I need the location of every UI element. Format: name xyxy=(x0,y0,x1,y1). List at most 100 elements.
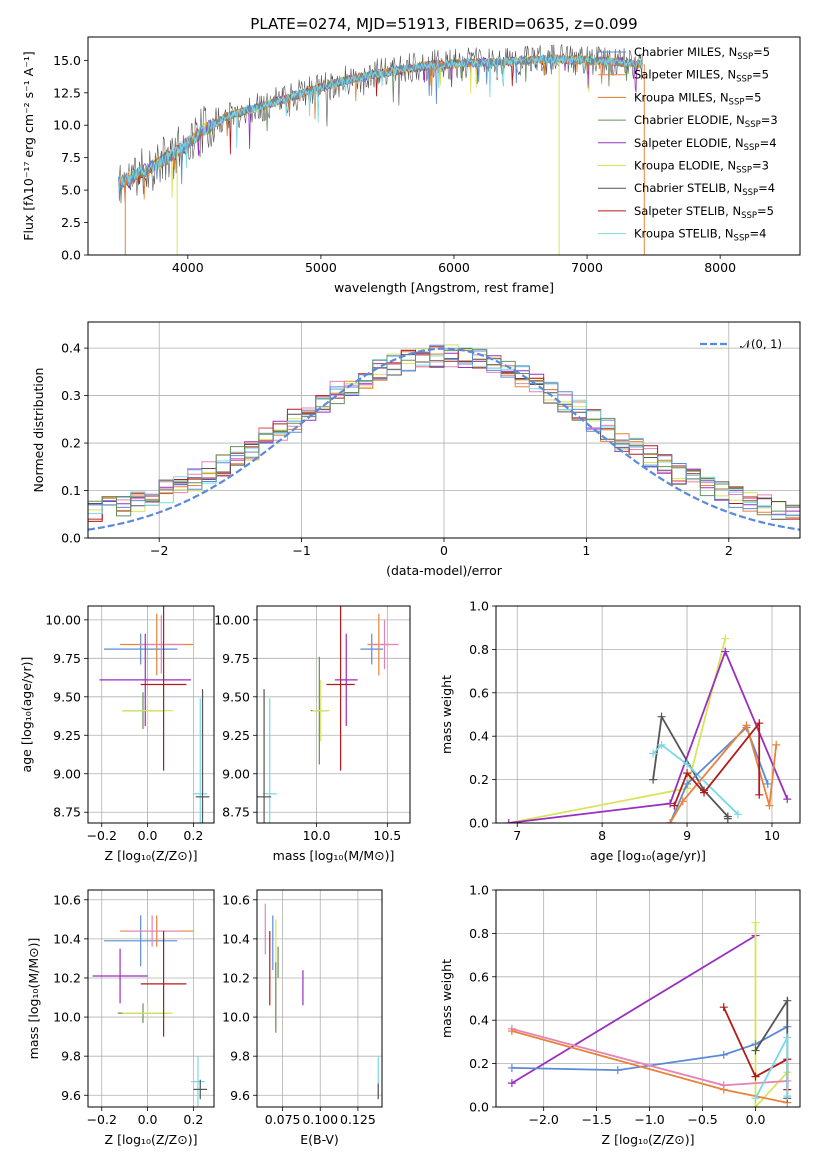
weight-line-chabrier-miles xyxy=(669,725,769,823)
y-tick-label: 0.4 xyxy=(469,729,489,744)
y-tick-label: 8.75 xyxy=(222,805,250,820)
weight-line-salpeter-elodie xyxy=(511,934,756,1084)
y-tick-label: 0.3 xyxy=(61,388,81,403)
axes-frame xyxy=(87,36,801,256)
legend-entry: Chabrier STELIB, NSSP=4 xyxy=(634,181,775,198)
axes-frame xyxy=(256,605,411,824)
weight-marker xyxy=(507,1079,516,1088)
weight-line-kroupa-elodie xyxy=(754,922,788,1107)
panel-mass-vs-ebv: 0.075 0.100 0.125 9.6 9.8 10.0 10.2 10.4 10.6 E(B… xyxy=(222,889,383,1147)
y-tick-label: 1.0 xyxy=(469,883,489,898)
y-tick-label: 10.0 xyxy=(222,1010,250,1025)
weight-marker xyxy=(751,1072,760,1081)
x-tick-label: 0 xyxy=(440,543,448,558)
legend-suffix: =4 xyxy=(749,227,766,241)
x-axis-label: wavelength [Angstrom, rest frame] xyxy=(334,280,554,295)
x-tick-label: 0.125 xyxy=(340,1112,376,1127)
y-axis-label: mass weight xyxy=(439,959,454,1038)
x-tick-label: 6000 xyxy=(438,260,470,275)
weight-marker xyxy=(765,801,774,810)
weight-marker xyxy=(751,1094,760,1103)
x-tick-label: 2 xyxy=(725,543,733,558)
x-tick-label: 0.0 xyxy=(138,1112,158,1127)
y-tick-label: 7.5 xyxy=(61,150,81,165)
weight-marker xyxy=(755,719,764,728)
x-tick-label: 5000 xyxy=(305,260,337,275)
x-tick-label: 0.100 xyxy=(302,1112,338,1127)
legend-label: Kroupa ELODIE, N xyxy=(634,159,736,173)
legend-suffix: =4 xyxy=(758,181,775,195)
legend-entry: Salpeter MILES, NSSP=5 xyxy=(634,68,769,85)
legend-entry: 𝒩(0, 1) xyxy=(740,337,782,351)
legend-label: Kroupa STELIB, N xyxy=(634,227,734,241)
x-tick-label: 0.0 xyxy=(138,828,158,843)
weight-marker xyxy=(683,769,692,778)
gaussian-curve xyxy=(88,347,800,531)
x-tick-label: 4000 xyxy=(172,260,204,275)
weight-marker xyxy=(649,749,658,758)
y-tick-label: 9.6 xyxy=(230,1088,250,1103)
x-tick-label: 10.0 xyxy=(303,828,331,843)
legend-suffix: =5 xyxy=(753,45,770,59)
weight-marker xyxy=(763,779,772,788)
weight-marker xyxy=(783,1092,792,1101)
legend-entry: Kroupa MILES, NSSP=5 xyxy=(634,90,761,107)
legend-suffix: =5 xyxy=(757,204,774,218)
weight-line-kroupa-elodie xyxy=(508,638,727,823)
x-axis-label: Z [log₁₀(Z/Z⊙)] xyxy=(602,1132,695,1147)
panel-weight-vs-age: 7 8 9 10 0.0 0.2 0.4 0.6 0.8 1.0 age [log₁₀(age/yr… xyxy=(439,599,801,863)
weight-marker xyxy=(657,712,666,721)
y-tick-label: 0.0 xyxy=(469,816,489,831)
panel-age-vs-mass: 10.0 10.5 8.75 9.00 9.25 9.50 9.75 10.00 mass [l… xyxy=(214,605,411,863)
weight-marker xyxy=(683,779,692,788)
legend-subscript: SSP xyxy=(736,75,752,85)
y-tick-label: 9.25 xyxy=(222,728,250,743)
legend-subscript: SSP xyxy=(729,97,745,107)
y-tick-label: 0.8 xyxy=(469,926,489,941)
panel-weight-vs-Z: −2.0 −1.5 −1.0 −0.5 0.0 0.0 0.2 0.4 0.6 0.8 1.0 Z [… xyxy=(439,883,801,1147)
y-tick-label: 8.75 xyxy=(53,805,81,820)
legend-label: Chabrier MILES, N xyxy=(634,45,737,59)
spectrum-chabrier-stelib xyxy=(118,44,643,204)
legend-entry: Chabrier ELODIE, NSSP=3 xyxy=(634,113,778,130)
weight-marker xyxy=(678,797,687,806)
panel-residuals: −2 −1 0 1 2 0.0 0.1 0.2 0.3 0.4 (data-model)/error… xyxy=(31,321,801,578)
y-tick-label: 10.2 xyxy=(53,970,81,985)
x-tick-label: 0.075 xyxy=(265,1112,301,1127)
y-tick-label: 9.75 xyxy=(53,651,81,666)
weight-marker xyxy=(742,721,751,730)
legend-suffix: =4 xyxy=(760,136,777,150)
y-tick-label: 9.6 xyxy=(61,1088,81,1103)
y-tick-label: 9.50 xyxy=(53,689,81,704)
x-tick-label: 10.5 xyxy=(373,828,401,843)
weight-marker xyxy=(734,810,743,819)
x-tick-label: −0.2 xyxy=(87,1112,117,1127)
x-axis-label: Z [log₁₀(Z/Z⊙)] xyxy=(105,1132,198,1147)
y-tick-label: 0.2 xyxy=(469,772,489,787)
y-axis-label: Normed distribution xyxy=(31,368,46,493)
y-tick-label: 9.8 xyxy=(61,1049,81,1064)
y-tick-label: 10.00 xyxy=(214,612,250,627)
y-tick-label: 0.2 xyxy=(469,1056,489,1071)
legend-label: Chabrier STELIB, N xyxy=(634,181,742,195)
x-tick-label: 8 xyxy=(598,828,606,843)
x-axis-label: Z [log₁₀(Z/Z⊙)] xyxy=(105,848,198,863)
y-tick-label: 15.0 xyxy=(53,53,81,68)
weight-marker xyxy=(666,819,675,823)
weight-marker xyxy=(723,814,732,823)
x-axis-label: (data-model)/error xyxy=(386,563,503,578)
x-tick-label: 10 xyxy=(764,828,780,843)
y-tick-label: 0.2 xyxy=(61,436,81,451)
weight-marker xyxy=(700,788,709,797)
weight-marker xyxy=(504,819,513,823)
axes-frame xyxy=(87,605,215,824)
axes-frame xyxy=(256,889,383,1108)
x-axis-label: age [log₁₀(age/yr)] xyxy=(590,848,706,863)
y-tick-label: 9.00 xyxy=(222,766,250,781)
x-tick-label: 0.0 xyxy=(746,1112,766,1127)
plot-area xyxy=(92,915,208,1107)
y-tick-label: 10.4 xyxy=(222,931,250,946)
weight-marker xyxy=(613,1066,622,1075)
axes-frame xyxy=(87,889,215,1108)
